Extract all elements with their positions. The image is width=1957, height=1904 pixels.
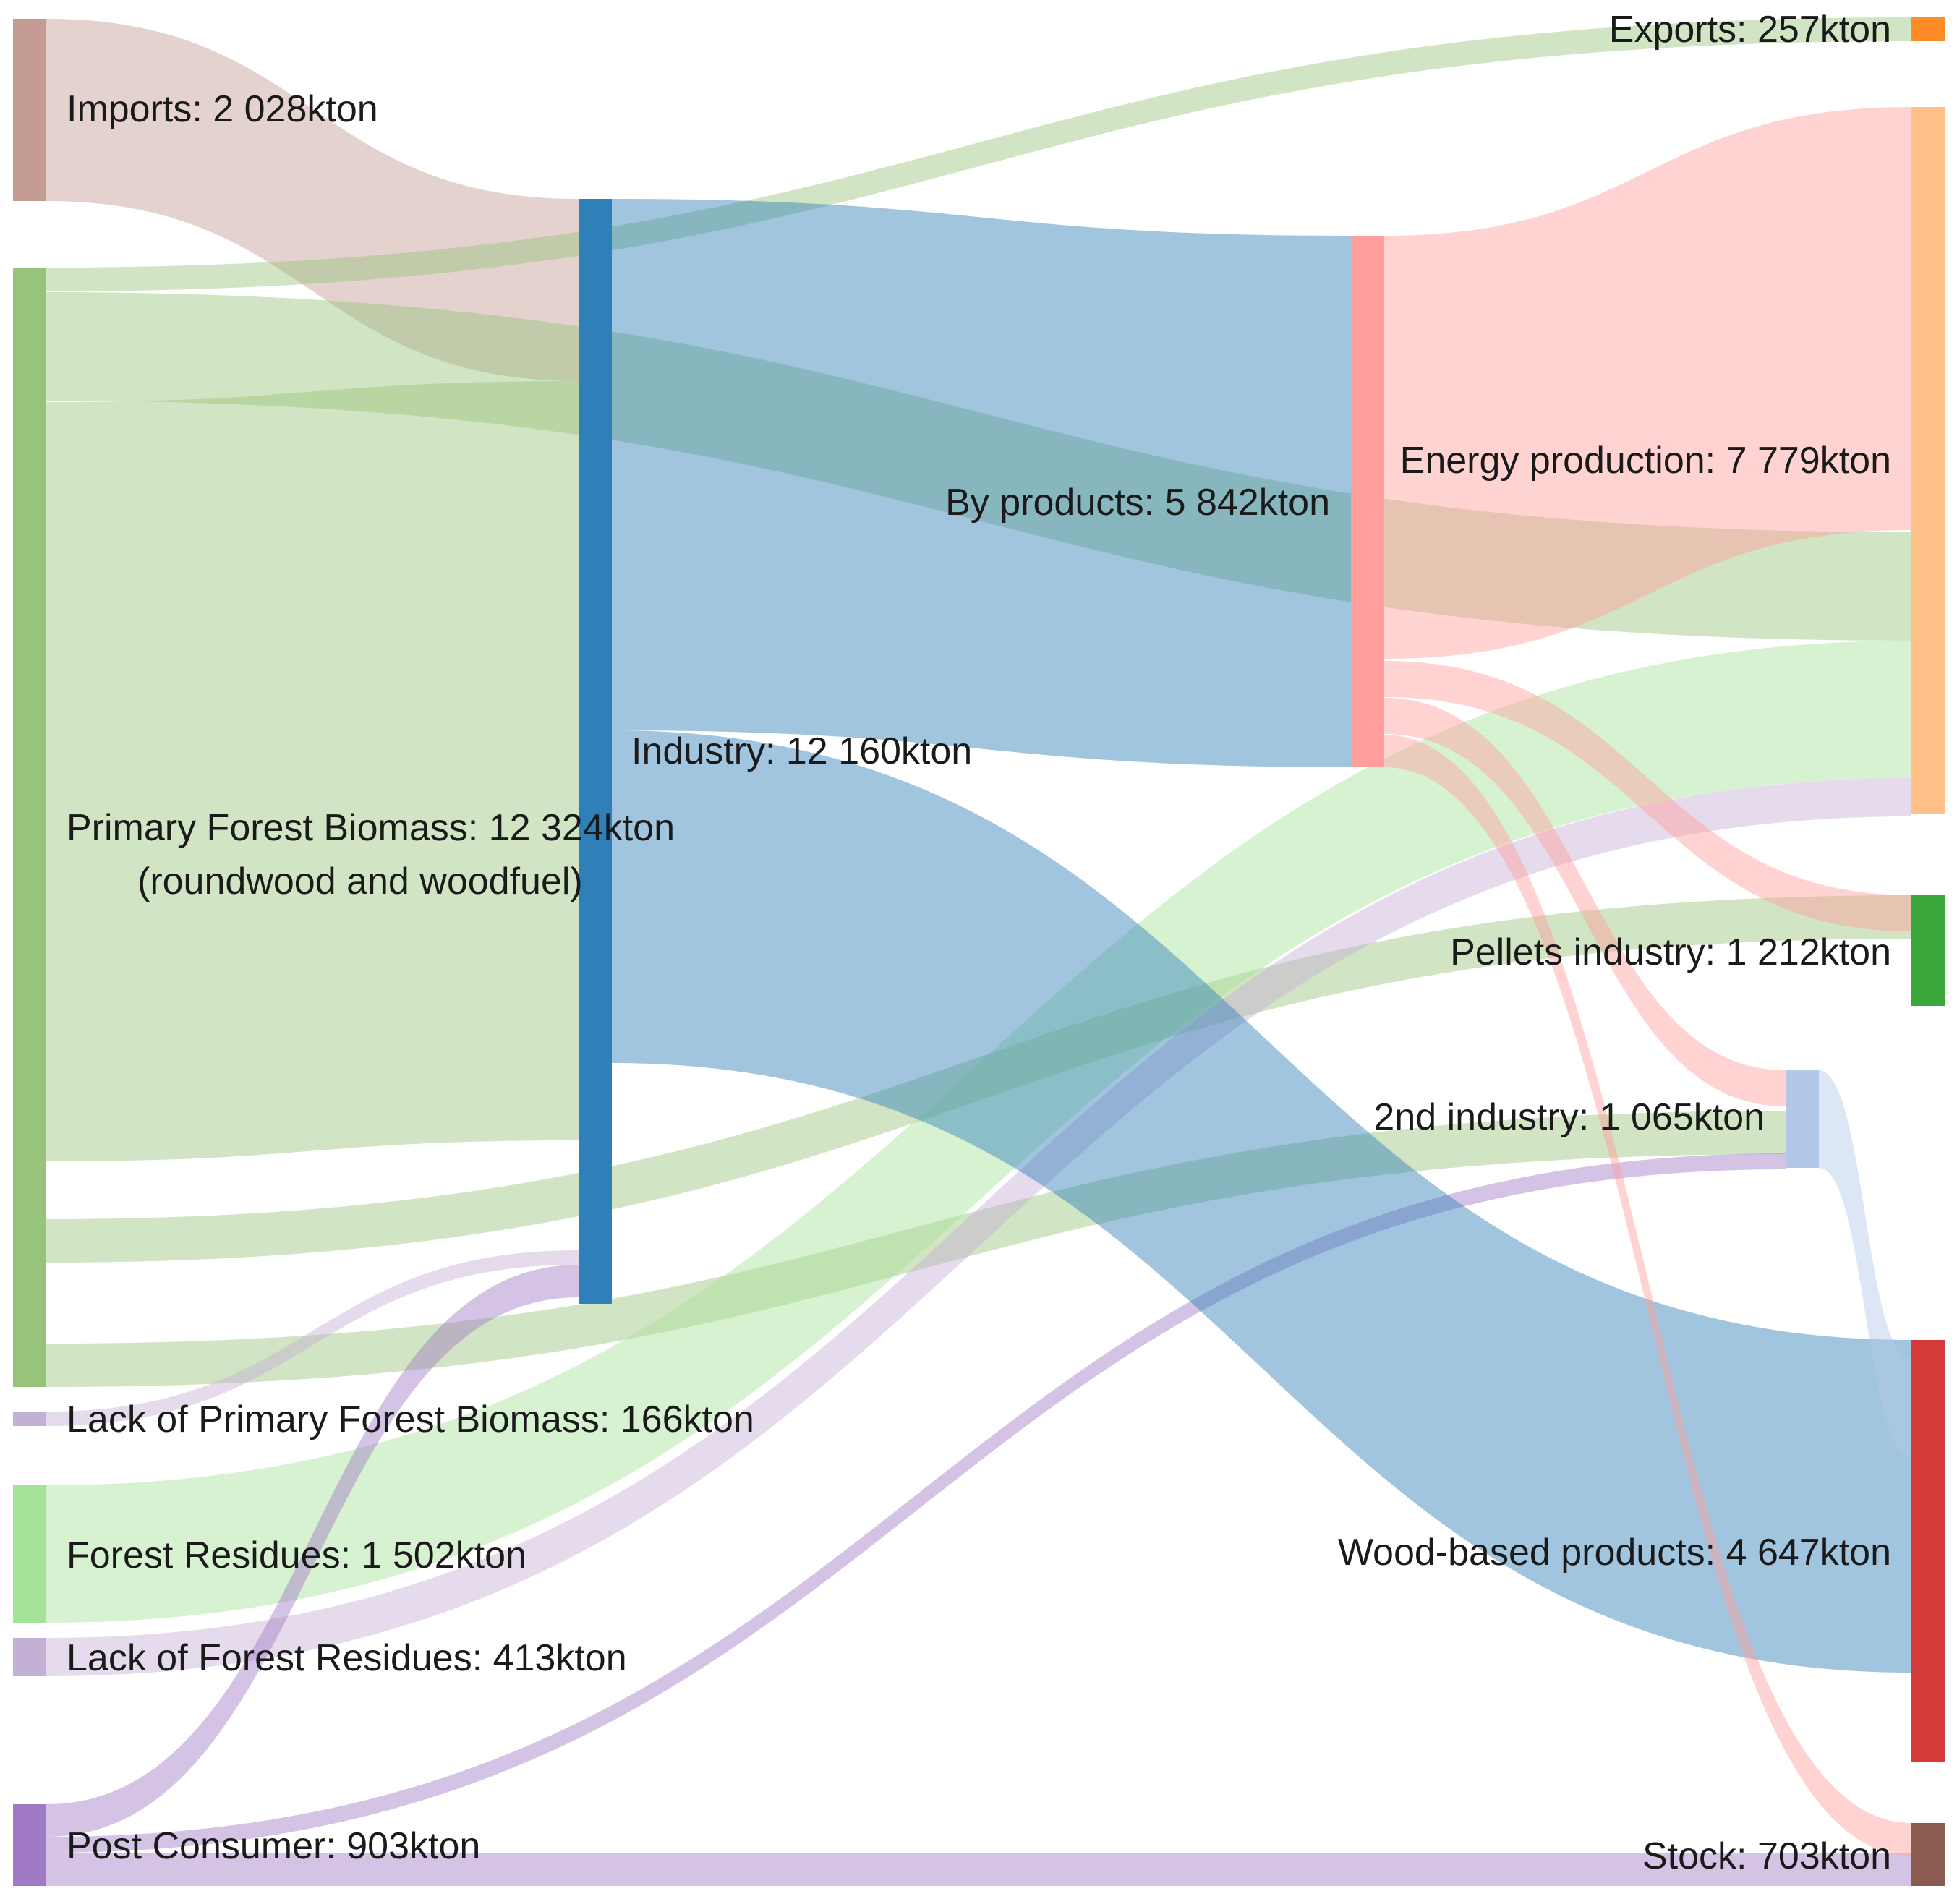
link-post-to-industry bbox=[46, 1265, 579, 1837]
label-wood-based: Wood-based products: 4 647kton bbox=[1338, 1532, 1891, 1574]
link-imports-to-industry bbox=[46, 19, 579, 381]
label-residues: Forest Residues: 1 502kton bbox=[67, 1534, 526, 1576]
label-byproducts: By products: 5 842kton bbox=[945, 482, 1330, 524]
sankey-nodes bbox=[13, 17, 1945, 1886]
node-imports bbox=[13, 19, 46, 201]
link-primary-to-exports bbox=[46, 17, 1911, 291]
sankey-labels: Imports: 2 028kton Primary Forest Biomas… bbox=[67, 9, 1891, 1877]
node-residues bbox=[13, 1485, 46, 1623]
label-lack-residues: Lack of Forest Residues: 413kton bbox=[67, 1637, 627, 1679]
sankey-links bbox=[46, 17, 1911, 1886]
node-stock bbox=[1911, 1823, 1945, 1886]
link-primary-to-industry bbox=[46, 381, 579, 1161]
node-energy bbox=[1911, 107, 1945, 814]
node-industry bbox=[579, 199, 612, 1304]
node-second bbox=[1786, 1070, 1819, 1168]
label-energy: Energy production: 7 779kton bbox=[1400, 440, 1891, 482]
label-stock: Stock: 703kton bbox=[1642, 1835, 1891, 1877]
link-byproducts-to-pellets bbox=[1384, 661, 1911, 931]
link-byproducts-to-energy bbox=[1384, 107, 1911, 659]
link-post-to-second bbox=[46, 1153, 1786, 1853]
link-primary-to-energy bbox=[46, 292, 1911, 641]
label-exports: Exports: 257kton bbox=[1609, 9, 1891, 51]
link-industry-to-byproducts bbox=[612, 199, 1351, 767]
link-second-to-wood bbox=[1819, 1070, 1911, 1457]
label-post-consumer: Post Consumer: 903kton bbox=[67, 1825, 480, 1867]
node-post bbox=[13, 1804, 46, 1886]
label-imports: Imports: 2 028kton bbox=[67, 88, 378, 130]
node-lack-primary bbox=[13, 1412, 46, 1426]
label-pellets: Pellets industry: 1 212kton bbox=[1450, 931, 1891, 973]
link-lack_residues-to-energy bbox=[46, 778, 1911, 1676]
link-byproducts-to-stock bbox=[1384, 735, 1911, 1856]
node-byproducts bbox=[1351, 236, 1384, 767]
label-industry: Industry: 12 160kton bbox=[631, 730, 972, 772]
node-primary bbox=[13, 268, 46, 1387]
label-primary: Primary Forest Biomass: 12 324kton bbox=[67, 807, 675, 849]
link-byproducts-to-second bbox=[1384, 698, 1786, 1106]
label-lack-primary: Lack of Primary Forest Biomass: 166kton bbox=[67, 1399, 754, 1440]
node-exports bbox=[1911, 17, 1945, 41]
node-wood bbox=[1911, 1340, 1945, 1762]
link-residues-to-energy bbox=[46, 641, 1911, 1623]
link-post-to-stock bbox=[46, 1853, 1911, 1886]
link-primary-to-second bbox=[46, 1111, 1786, 1387]
link-primary-to-pellets bbox=[46, 895, 1911, 1263]
link-industry-to-wood bbox=[612, 730, 1911, 1673]
link-lack_primary-to-industry bbox=[46, 1250, 579, 1426]
node-lack-residues bbox=[13, 1638, 46, 1676]
label-second-industry: 2nd industry: 1 065kton bbox=[1373, 1096, 1765, 1138]
label-primary-sub: (roundwood and woodfuel) bbox=[137, 861, 583, 902]
node-pellets bbox=[1911, 895, 1945, 1006]
